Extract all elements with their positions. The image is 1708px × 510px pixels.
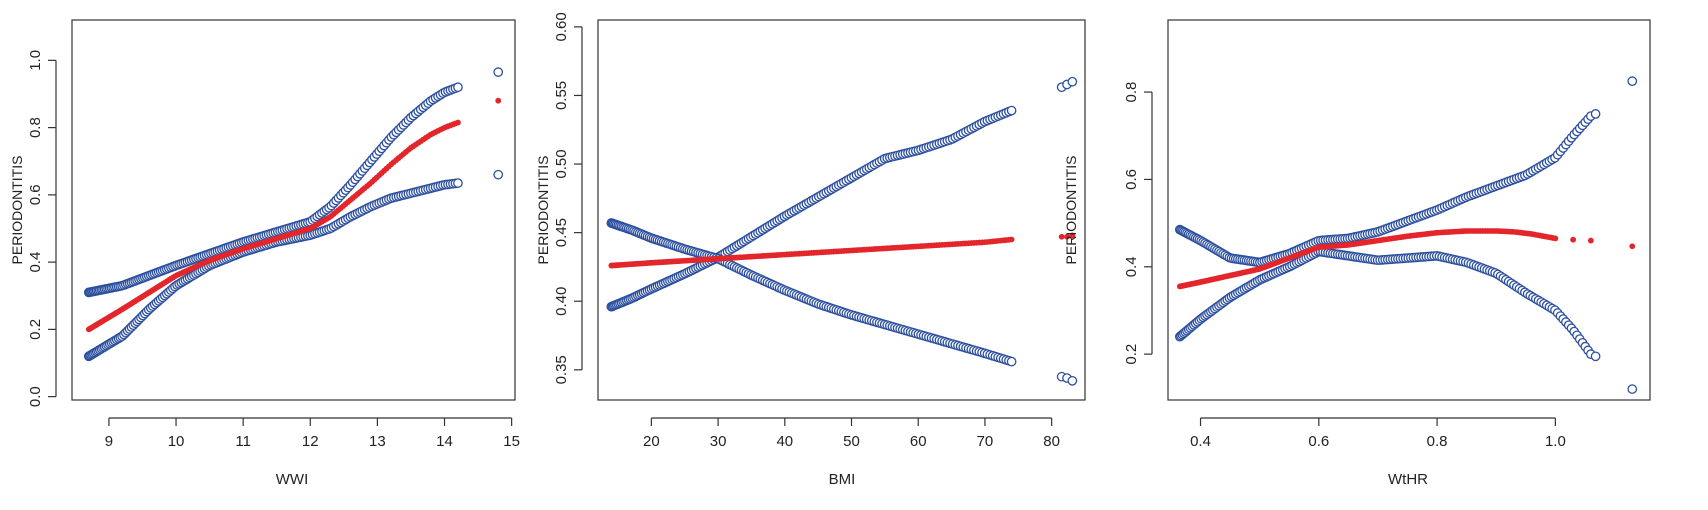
y-tick-label: 0.4 (27, 252, 44, 273)
x-tick-label: 40 (776, 433, 793, 450)
x-axis: 0.4 0.6 0.8 1.0 (1190, 417, 1566, 450)
series-lower (83, 169, 504, 362)
x-axis-label: BMI (829, 471, 856, 488)
y-tick-label: 0.55 (553, 81, 570, 110)
fit-point (495, 97, 502, 104)
x-tick-label: 10 (168, 433, 185, 450)
ci-point (453, 82, 463, 93)
y-tick-label: 0.2 (1123, 344, 1140, 365)
ci-point (453, 178, 463, 188)
ci-point (493, 169, 504, 180)
fit-point (1629, 243, 1636, 250)
fit-point (1064, 233, 1070, 240)
fit-point (1008, 236, 1015, 243)
plot-frame (1167, 19, 1651, 401)
chart-wthr: 0.4 0.6 0.8 1.0 WtHR 0.2 0.4 0.6 0.8 PERIODONTITI… (1063, 19, 1651, 488)
ci-point (1006, 356, 1017, 367)
ci-point (1590, 109, 1601, 119)
x-tick-label: 70 (977, 433, 994, 450)
ci-point (1067, 76, 1078, 87)
fit-point (1570, 236, 1577, 243)
x-tick-label: 0.4 (1190, 433, 1211, 450)
x-tick-label: 12 (302, 433, 319, 450)
y-axis-label: PERIODONTITIS (1063, 156, 1079, 265)
series-fit (85, 97, 502, 333)
x-tick-label: 30 (710, 433, 727, 450)
x-axis-label: WWI (276, 471, 308, 488)
x-tick-label: 15 (503, 433, 520, 450)
x-tick-label: 9 (105, 433, 113, 450)
y-axis-label: PERIODONTITIS (9, 156, 25, 265)
ci-point (493, 67, 504, 77)
fit-point (1069, 232, 1076, 239)
series-upper (1174, 76, 1638, 268)
y-axis: 0.0 0.2 0.4 0.6 0.8 1.0 (27, 50, 57, 407)
plot-frame (597, 19, 1086, 401)
y-tick-label: 0.2 (27, 319, 44, 340)
ci-point (1067, 375, 1078, 386)
y-tick-label: 0.60 (553, 12, 570, 41)
y-tick-label: 0.35 (553, 355, 570, 384)
x-axis: 9 10 11 12 13 14 15 (105, 417, 520, 450)
fit-point (455, 119, 461, 126)
series-upper (83, 67, 504, 298)
fit-point (1552, 235, 1559, 242)
x-tick-label: 50 (843, 433, 860, 450)
y-tick-label: 0.6 (1123, 169, 1140, 190)
y-tick-label: 0.50 (553, 149, 570, 178)
fit-point (1587, 237, 1594, 244)
y-tick-label: 0.45 (553, 218, 570, 247)
ci-point (1627, 76, 1638, 86)
plot-frame (71, 19, 516, 401)
x-axis-label: WtHR (1388, 471, 1428, 488)
y-tick-label: 0.0 (27, 386, 44, 407)
x-tick-label: 0.6 (1308, 433, 1329, 450)
ci-point (1006, 105, 1017, 116)
series-lower (1174, 246, 1638, 394)
y-tick-label: 0.4 (1123, 256, 1140, 277)
y-axis: 0.2 0.4 0.6 0.8 (1123, 82, 1153, 365)
chart-bmi: 20 30 40 50 60 70 80 BMI 0.35 0.40 0.45 0.50 0.55 0.6… (535, 12, 1086, 488)
x-tick-label: 1.0 (1545, 433, 1566, 450)
y-axis: 0.35 0.40 0.45 0.50 0.55 0.60 (553, 12, 583, 384)
y-tick-label: 0.8 (1123, 82, 1140, 103)
chart-wwi: 9 10 11 12 13 14 15 WWI 0.0 0.2 0.4 0.6 0.8 1.0 PERIOD… (9, 19, 520, 488)
x-tick-label: 20 (643, 433, 660, 450)
fit-point (1058, 233, 1065, 240)
x-tick-label: 0.8 (1427, 433, 1448, 450)
series-fit (608, 232, 1076, 269)
x-tick-label: 14 (436, 433, 453, 450)
series-fit (1176, 228, 1636, 290)
y-axis-label: PERIODONTITIS (535, 156, 551, 265)
x-tick-label: 80 (1043, 433, 1060, 450)
x-tick-label: 13 (369, 433, 386, 450)
x-tick-label: 60 (910, 433, 927, 450)
y-tick-label: 0.8 (27, 117, 44, 138)
y-tick-label: 1.0 (27, 50, 44, 71)
y-tick-label: 0.40 (553, 287, 570, 316)
ci-point (1590, 351, 1601, 362)
series-lower (606, 218, 1078, 386)
y-tick-label: 0.6 (27, 184, 44, 205)
x-tick-label: 11 (235, 433, 251, 450)
x-axis: 20 30 40 50 60 70 80 (643, 417, 1060, 450)
ci-point (1627, 384, 1638, 394)
series-upper (606, 76, 1078, 312)
